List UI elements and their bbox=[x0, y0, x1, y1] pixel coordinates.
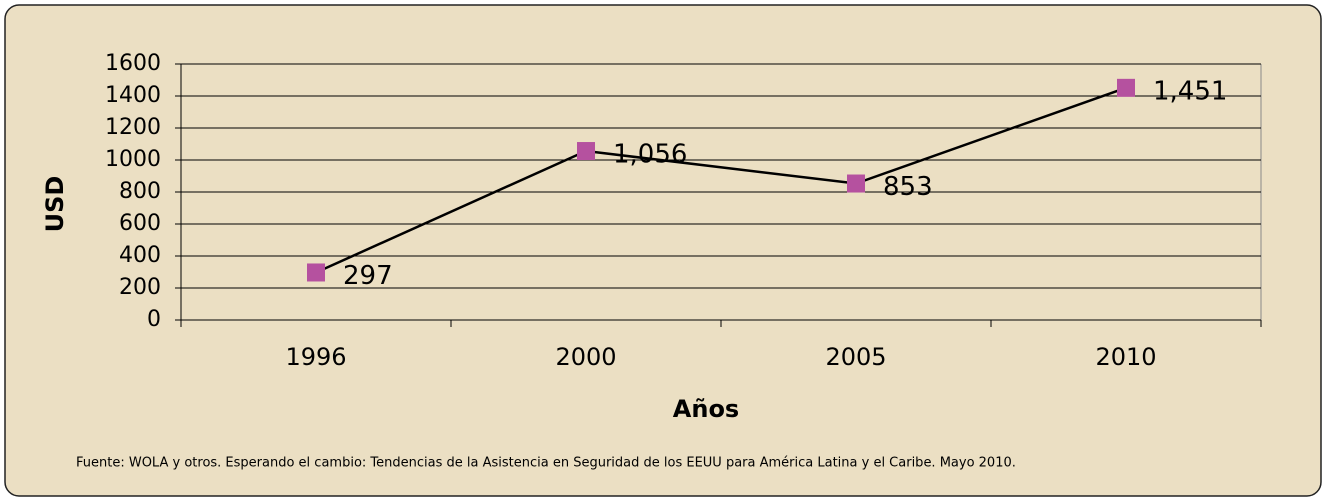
y-tick-label: 1200 bbox=[105, 115, 161, 140]
x-axis-label: Años bbox=[673, 395, 739, 423]
data-label: 853 bbox=[883, 172, 933, 202]
marker bbox=[1117, 78, 1135, 97]
data-label: 1,056 bbox=[613, 140, 687, 170]
y-tick-label: 0 bbox=[147, 307, 161, 332]
y-tick-label: 1000 bbox=[105, 147, 161, 172]
x-tick-label: 2010 bbox=[1095, 343, 1156, 371]
marker bbox=[577, 142, 595, 161]
y-tick-label: 800 bbox=[119, 179, 161, 204]
y-tick-label: 600 bbox=[119, 211, 161, 236]
y-tick-label: 1400 bbox=[105, 83, 161, 108]
line bbox=[315, 86, 1127, 274]
y-tick-label: 400 bbox=[119, 243, 161, 268]
y-tick-label: 200 bbox=[119, 275, 161, 300]
data-label: 297 bbox=[343, 261, 393, 291]
x-tick-label: 2000 bbox=[555, 343, 616, 371]
marker bbox=[847, 174, 865, 193]
frame bbox=[4, 4, 1322, 497]
x-tick-label: 2005 bbox=[825, 343, 886, 371]
y-tick-label: 1600 bbox=[105, 51, 161, 76]
y-axis-label: USD bbox=[41, 176, 69, 233]
x-tick-label: 1996 bbox=[285, 343, 346, 371]
marker bbox=[307, 263, 325, 282]
data-label: 1,451 bbox=[1153, 76, 1227, 106]
source-note: Fuente: WOLA y otros. Esperando el cambi… bbox=[76, 456, 1016, 471]
